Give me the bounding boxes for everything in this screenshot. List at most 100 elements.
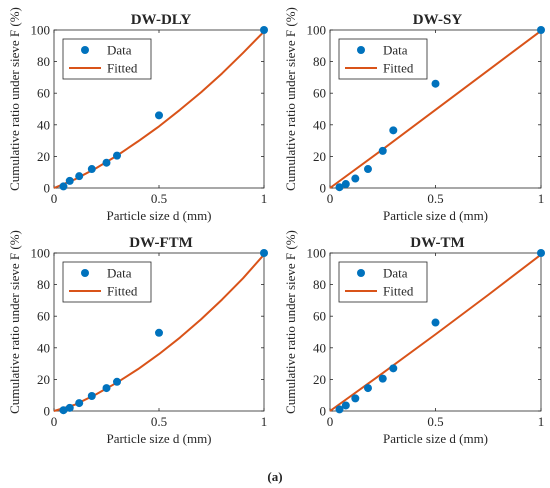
legend-box — [62, 38, 152, 80]
legend-label-data: Data — [383, 266, 408, 281]
data-point — [113, 151, 121, 160]
legend-label-fitted: Fitted — [107, 284, 138, 299]
y-axis-label: Cumulative ratio under sieve F (%) — [283, 230, 298, 414]
y-tick-label: 80 — [313, 54, 326, 69]
x-tick-label: 1 — [261, 191, 268, 206]
y-tick-label: 0 — [44, 181, 51, 196]
data-point — [87, 391, 96, 400]
x-axis-label: Particle size d (mm) — [106, 208, 211, 223]
data-point — [155, 328, 163, 337]
data-point — [378, 146, 387, 155]
data-point — [378, 374, 387, 383]
y-tick-label: 40 — [37, 340, 50, 355]
data-point — [431, 79, 440, 88]
x-tick-label: 0.5 — [151, 414, 167, 429]
data-point — [351, 394, 360, 403]
legend-box — [338, 38, 428, 80]
data-point — [113, 377, 121, 386]
data-point — [341, 180, 350, 189]
x-tick-label: 1 — [538, 191, 545, 206]
data-point — [260, 249, 268, 257]
data-point — [59, 182, 68, 191]
legend-marker-data — [357, 269, 365, 277]
chart-title: DW-TM — [410, 235, 464, 251]
y-tick-label: 40 — [37, 117, 50, 132]
data-point — [363, 165, 372, 174]
data-point — [389, 126, 398, 135]
data-point — [87, 165, 96, 174]
data-point — [351, 174, 360, 183]
chart-panel-4: 0 0.5 1 0 20 40 60 80 100 DW-TM Particle size d (m… — [283, 230, 545, 446]
chart-title: DW-DLY — [131, 12, 192, 28]
y-tick-label: 40 — [313, 340, 326, 355]
legend-label-data: Data — [107, 266, 132, 281]
y-tick-label: 60 — [313, 86, 326, 101]
chart-panel-2: 0 0.5 1 0 20 40 60 80 100 DW-SY Particle size d (m… — [283, 7, 545, 223]
x-tick-label: 0 — [327, 414, 334, 429]
data-point — [65, 176, 74, 185]
y-tick-label: 80 — [37, 54, 50, 69]
y-axis-label: Cumulative ratio under sieve F (%) — [7, 230, 22, 414]
y-tick-label: 100 — [31, 246, 51, 261]
series-line-fitted — [329, 29, 542, 189]
data-point — [75, 172, 84, 181]
legend-marker-data — [81, 46, 89, 54]
legend-label-fitted: Fitted — [383, 284, 414, 299]
y-tick-label: 100 — [307, 246, 327, 261]
chart-panel-3: 0 0.5 1 0 20 40 60 80 100 DW-FTM Particle size d (… — [7, 230, 268, 446]
data-point — [537, 249, 545, 257]
y-tick-label: 20 — [313, 149, 326, 164]
y-tick-label: 100 — [307, 23, 327, 38]
y-tick-label: 0 — [320, 404, 327, 419]
legend-box — [338, 261, 428, 303]
x-axis-label: Particle size d (mm) — [383, 208, 488, 223]
y-tick-label: 60 — [313, 309, 326, 324]
x-tick-label: 0 — [51, 191, 58, 206]
x-axis-label: Particle size d (mm) — [106, 431, 211, 446]
series-line-fitted — [53, 30, 265, 189]
data-point — [431, 318, 440, 327]
data-point — [335, 405, 344, 414]
figure-caption: (a) — [267, 469, 282, 484]
data-point — [260, 26, 268, 34]
y-tick-label: 40 — [313, 117, 326, 132]
legend: Data Fitted — [338, 261, 428, 303]
legend-label-fitted: Fitted — [383, 61, 414, 76]
x-tick-label: 0.5 — [151, 191, 167, 206]
legend: Data Fitted — [338, 38, 428, 80]
y-tick-label: 20 — [37, 149, 50, 164]
y-tick-label: 0 — [320, 181, 327, 196]
y-tick-label: 80 — [37, 277, 50, 292]
chart-title: DW-FTM — [129, 235, 193, 251]
data-point — [75, 399, 84, 408]
data-point — [363, 384, 372, 393]
data-point — [65, 403, 74, 412]
legend: Data Fitted — [62, 38, 152, 80]
y-axis-label: Cumulative ratio under sieve F (%) — [7, 7, 22, 191]
x-tick-label: 0.5 — [427, 414, 443, 429]
x-tick-label: 1 — [261, 414, 268, 429]
data-point — [335, 183, 344, 192]
x-tick-label: 0 — [327, 191, 334, 206]
y-tick-label: 20 — [313, 372, 326, 387]
chart-panel-1: 0 0.5 1 0 20 40 60 80 100 DW-DLY Particle size d (… — [7, 7, 268, 223]
data-point — [341, 401, 350, 410]
y-tick-label: 80 — [313, 277, 326, 292]
y-axis-label: Cumulative ratio under sieve F (%) — [283, 7, 298, 191]
legend-marker-data — [81, 269, 89, 277]
data-point — [102, 158, 111, 167]
x-tick-label: 0 — [51, 414, 58, 429]
y-tick-label: 100 — [31, 23, 51, 38]
legend-label-data: Data — [383, 43, 408, 58]
data-point — [389, 364, 398, 373]
y-tick-label: 60 — [37, 309, 50, 324]
x-tick-label: 1 — [538, 414, 545, 429]
x-axis-label: Particle size d (mm) — [383, 431, 488, 446]
y-tick-label: 20 — [37, 372, 50, 387]
y-tick-label: 0 — [44, 404, 51, 419]
data-point — [155, 111, 163, 120]
legend-box — [62, 261, 152, 303]
legend-marker-data — [357, 46, 365, 54]
data-point — [59, 406, 68, 415]
